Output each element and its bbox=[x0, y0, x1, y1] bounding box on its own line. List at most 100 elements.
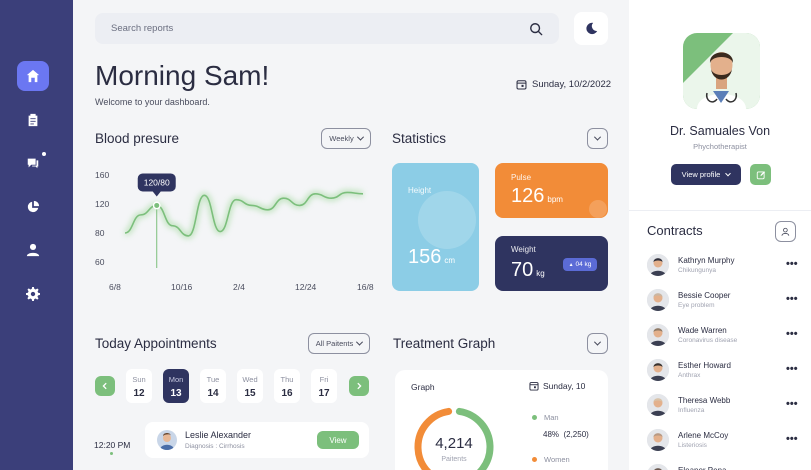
day-number: 15 bbox=[244, 388, 256, 399]
x-tick-label: 16/8 bbox=[357, 282, 374, 292]
pulse-card[interactable]: Pulse 126 bpm bbox=[495, 163, 608, 218]
height-card[interactable]: Height 156 cm bbox=[392, 163, 479, 291]
appointment-time: 12:20 PM bbox=[94, 440, 131, 450]
day-name: Thu bbox=[280, 375, 294, 384]
y-tick-label: 60 bbox=[95, 257, 105, 267]
donut-slice-men[interactable] bbox=[455, 407, 494, 470]
blood-pressure-chart: 160 120 80 60 6/8 10/16 2/4 12/24 16/8 120/80 bbox=[95, 170, 374, 292]
treatment-date-text: Sunday, 10 bbox=[543, 381, 586, 391]
chevron-right-icon bbox=[357, 382, 362, 390]
card-bubble bbox=[418, 191, 476, 249]
profile-photo bbox=[683, 33, 760, 109]
day-wed[interactable]: Wed 15 bbox=[237, 369, 263, 403]
edit-profile-button[interactable] bbox=[750, 164, 771, 185]
nav-home[interactable] bbox=[17, 61, 49, 91]
more-options-icon[interactable]: ••• bbox=[786, 398, 798, 410]
nav-profile[interactable] bbox=[17, 235, 49, 265]
nav-settings[interactable] bbox=[17, 279, 49, 309]
add-contact-button[interactable] bbox=[775, 221, 796, 242]
prev-week-button[interactable] bbox=[95, 376, 115, 396]
search-icon[interactable] bbox=[529, 22, 543, 36]
date-text: Sunday, 10/2/2022 bbox=[532, 79, 612, 90]
chevron-left-icon bbox=[102, 382, 107, 390]
chevron-down-icon bbox=[593, 133, 602, 141]
nav-analytics[interactable] bbox=[17, 192, 49, 222]
contact-item[interactable]: Esther Howard Anthrax ••• bbox=[647, 357, 807, 383]
patients-dropdown[interactable]: All Paitents bbox=[308, 333, 370, 354]
contact-condition: Influenza bbox=[678, 407, 705, 414]
search-input[interactable]: Search reports bbox=[111, 23, 174, 34]
day-mon[interactable]: Mon 13 bbox=[163, 369, 189, 403]
men-legend-label: Man bbox=[544, 413, 559, 422]
donut-slice-women[interactable] bbox=[414, 407, 453, 470]
more-options-icon[interactable]: ••• bbox=[786, 433, 798, 445]
divider bbox=[629, 210, 811, 211]
dark-mode-toggle[interactable] bbox=[574, 12, 608, 45]
arrow-up-icon: ▲ bbox=[568, 261, 574, 268]
contact-item[interactable]: Arlene McCoy Listeriosis ••• bbox=[647, 427, 807, 453]
contact-name: Esther Howard bbox=[678, 361, 731, 370]
treatment-title: Treatment Graph bbox=[393, 336, 496, 351]
appointment-card[interactable]: Leslie Alexander Diagnosis : Cirrhosis V… bbox=[145, 422, 369, 458]
contact-name: Wade Warren bbox=[678, 326, 727, 335]
weekly-dropdown[interactable]: Weekly bbox=[321, 128, 371, 149]
day-number: 16 bbox=[281, 388, 293, 399]
view-profile-button[interactable]: View profile bbox=[671, 164, 741, 185]
avatar bbox=[647, 254, 669, 276]
chevron-down-icon bbox=[356, 133, 364, 141]
search-bar[interactable]: Search reports bbox=[95, 13, 559, 44]
day-tue[interactable]: Tue 14 bbox=[200, 369, 226, 403]
day-fri[interactable]: Fri 17 bbox=[311, 369, 337, 403]
treatment-dropdown[interactable] bbox=[587, 333, 608, 354]
pulse-value: 126 bpm bbox=[511, 185, 563, 208]
contact-name: Bessie Cooper bbox=[678, 291, 731, 300]
day-number: 14 bbox=[207, 388, 219, 399]
statistics-dropdown[interactable] bbox=[587, 128, 608, 149]
person-icon bbox=[647, 429, 669, 451]
pulse-label: Pulse bbox=[511, 173, 532, 182]
nav-messages[interactable] bbox=[17, 148, 49, 178]
day-name: Tue bbox=[206, 375, 220, 384]
moon-icon bbox=[585, 22, 597, 35]
contact-item[interactable]: Bessie Cooper Eye problem ••• bbox=[647, 287, 807, 313]
more-options-icon[interactable]: ••• bbox=[786, 328, 798, 340]
bp-marker[interactable] bbox=[152, 201, 161, 210]
day-sun[interactable]: Sun 12 bbox=[126, 369, 152, 403]
avatar bbox=[157, 430, 177, 450]
weight-card[interactable]: Weight 70 kg ▲ 04 kg bbox=[495, 236, 608, 291]
bp-tooltip-label: 120/80 bbox=[144, 177, 170, 187]
contact-condition: Eye problem bbox=[678, 302, 715, 309]
total-patients-label: Paitents bbox=[441, 456, 467, 463]
person-icon bbox=[647, 359, 669, 381]
avatar bbox=[647, 289, 669, 311]
contracts-title: Contracts bbox=[647, 223, 703, 238]
more-options-icon[interactable]: ••• bbox=[786, 293, 798, 305]
more-options-icon[interactable]: ••• bbox=[786, 258, 798, 270]
men-legend-dot bbox=[532, 415, 537, 420]
calendar-icon bbox=[516, 80, 527, 90]
contact-item[interactable]: Wade Warren Coronavirus disease ••• bbox=[647, 322, 807, 348]
contact-name: Theresa Webb bbox=[678, 396, 731, 405]
notification-dot bbox=[42, 152, 46, 156]
bp-line-shadow bbox=[124, 189, 364, 239]
pie-chart-icon bbox=[27, 200, 40, 213]
bp-tooltip: 120/80 bbox=[137, 173, 176, 197]
sidebar bbox=[0, 0, 73, 470]
contact-item[interactable]: Eleanor Pena••• bbox=[647, 462, 807, 470]
card-bubble bbox=[589, 200, 607, 218]
nav-reports[interactable] bbox=[17, 105, 49, 135]
next-week-button[interactable] bbox=[349, 376, 369, 396]
avatar bbox=[647, 359, 669, 381]
home-icon bbox=[26, 69, 40, 83]
chevron-down-icon bbox=[725, 170, 732, 176]
men-percent: 48% bbox=[543, 430, 560, 439]
contact-item[interactable]: Theresa Webb Influenza ••• bbox=[647, 392, 807, 418]
more-options-icon[interactable]: ••• bbox=[786, 363, 798, 375]
person-icon bbox=[647, 394, 669, 416]
user-icon bbox=[26, 243, 40, 257]
day-thu[interactable]: Thu 16 bbox=[274, 369, 300, 403]
profile-panel: Dr. Samuales Von Phychotherapist View pr… bbox=[629, 0, 811, 470]
contact-item[interactable]: Kathryn Murphy Chikungunya ••• bbox=[647, 252, 807, 278]
height-number: 156 bbox=[408, 246, 442, 268]
view-button[interactable]: View bbox=[317, 431, 359, 449]
